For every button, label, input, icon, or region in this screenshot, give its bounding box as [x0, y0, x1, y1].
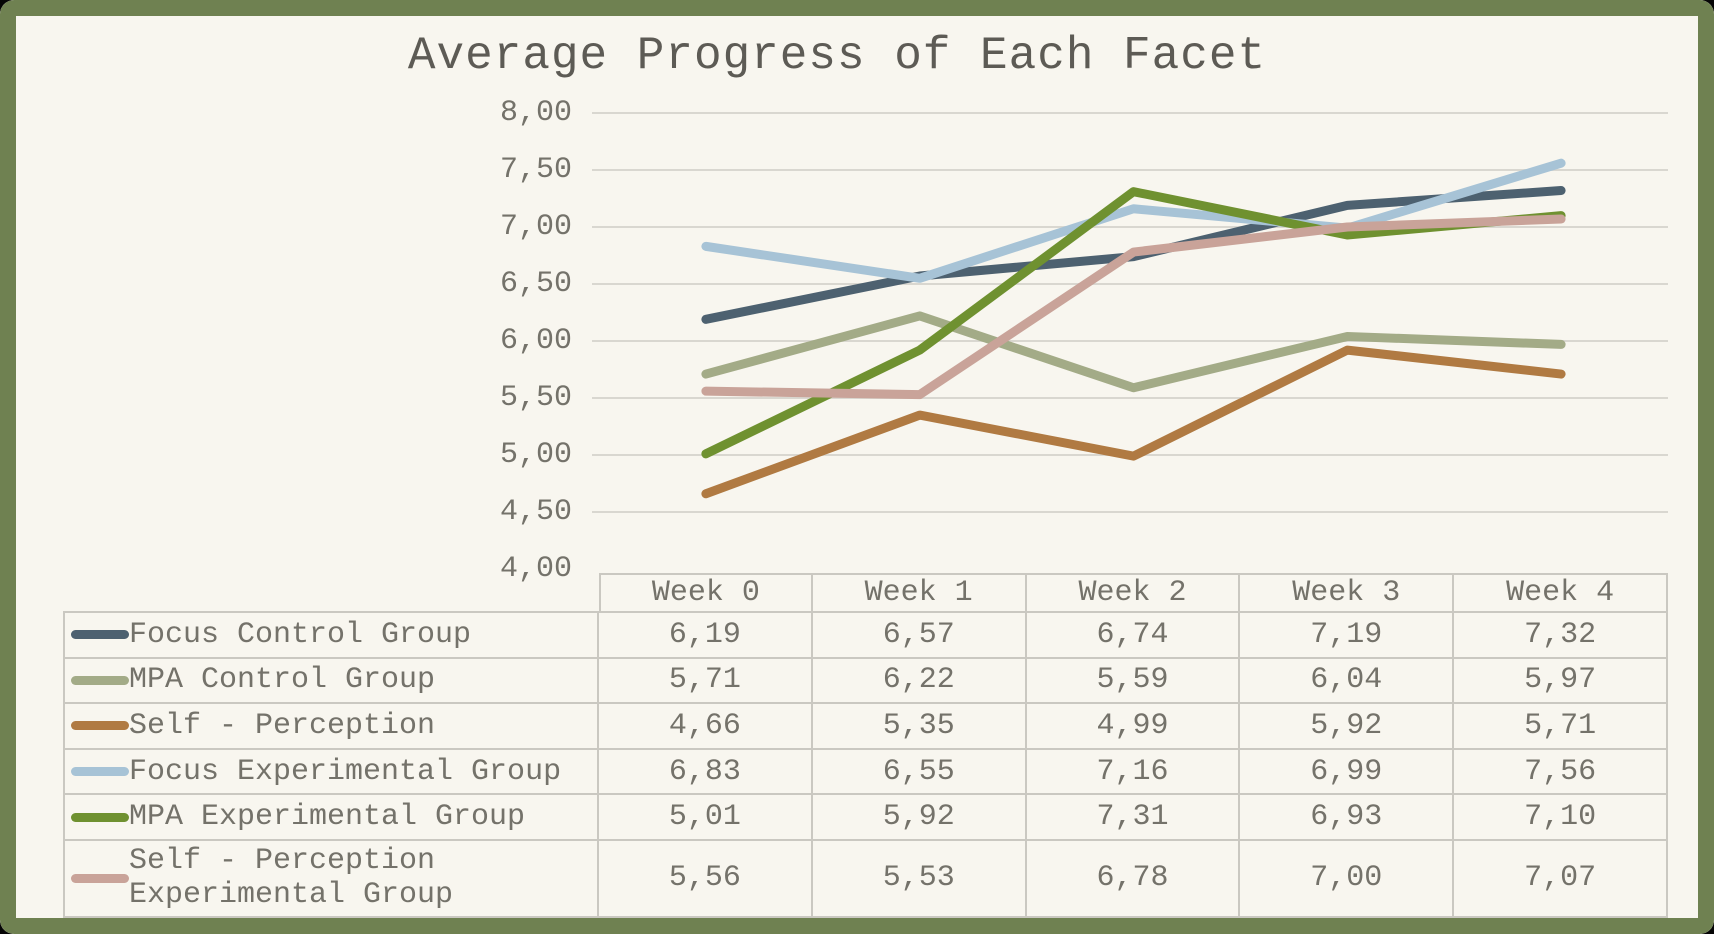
- table-row-legend-cell: Focus Experimental Group: [63, 749, 599, 796]
- value-cell: 4,99: [1026, 704, 1241, 750]
- table-row-legend-cell: Focus Control Group: [63, 613, 599, 659]
- series-line: [701, 187, 1566, 459]
- value-cell: 7,00: [1240, 840, 1455, 918]
- legend-swatch: [71, 873, 129, 883]
- value-cell: 7,19: [1240, 613, 1455, 659]
- table-row-legend-cell: MPA Experimental Group: [63, 795, 599, 841]
- series-line: [701, 345, 1566, 499]
- value-cell: 5,71: [599, 658, 813, 705]
- value-cell: 5,71: [1454, 704, 1668, 750]
- series-line: [701, 214, 1566, 400]
- value-cell: 5,53: [812, 840, 1027, 918]
- table-row-legend-cell: MPA Control Group: [63, 658, 599, 705]
- value-cell: 6,93: [1240, 795, 1455, 841]
- legend-swatch: [71, 767, 129, 777]
- value-cell: 5,35: [812, 704, 1027, 750]
- value-cell: 6,74: [1026, 613, 1241, 659]
- table-row-legend-cell: Self - Perception: [63, 704, 599, 750]
- value-cell: 6,55: [812, 749, 1027, 796]
- value-cell: 5,92: [1240, 704, 1455, 750]
- value-cell: 6,83: [599, 749, 813, 796]
- value-cell: 5,92: [812, 795, 1027, 841]
- series-label: Focus Experimental Group: [129, 754, 562, 789]
- value-cell: 7,32: [1454, 613, 1668, 659]
- value-cell: 4,66: [599, 704, 813, 750]
- value-cell: 5,59: [1026, 658, 1241, 705]
- value-cell: 5,01: [599, 795, 813, 841]
- value-cell: 7,56: [1454, 749, 1668, 796]
- value-cell: 7,07: [1454, 840, 1668, 918]
- value-cell: 6,78: [1026, 840, 1241, 918]
- legend-swatch: [71, 675, 129, 685]
- value-cell: 6,22: [812, 658, 1027, 705]
- series-label: Self - Perception: [129, 708, 436, 743]
- value-cell: 5,97: [1454, 658, 1668, 705]
- series-label: MPA Experimental Group: [129, 800, 526, 835]
- table-header-cell: Week 2: [1026, 573, 1241, 613]
- series-line: [701, 158, 1566, 283]
- value-cell: 6,04: [1240, 658, 1455, 705]
- value-cell: 7,31: [1026, 795, 1241, 841]
- table-header-cell: Week 3: [1240, 573, 1455, 613]
- series-label: Focus Control Group: [129, 617, 472, 652]
- value-cell: 6,99: [1240, 749, 1455, 796]
- legend-swatch: [71, 630, 129, 640]
- value-cell: 7,10: [1454, 795, 1668, 841]
- table-header-cell: Week 1: [812, 573, 1027, 613]
- table-corner-cell: [63, 573, 599, 613]
- data-table: Week 0 Week 1 Week 2 Week 3 Week 4 Focus Cont…: [63, 573, 1668, 918]
- chart-title: Average Progress of Each Facet: [407, 30, 1267, 82]
- value-cell: 7,16: [1026, 749, 1241, 796]
- series-label: Self - Perception Experimental Group: [129, 844, 454, 913]
- value-cell: 6,57: [812, 613, 1027, 659]
- table-header-cell: Week 4: [1454, 573, 1668, 613]
- series-line: [701, 311, 1566, 393]
- value-cell: 5,56: [599, 840, 813, 918]
- series-label: MPA Control Group: [129, 663, 436, 698]
- legend-swatch: [71, 721, 129, 731]
- value-cell: 6,19: [599, 613, 813, 659]
- legend-swatch: [71, 812, 129, 822]
- table-row-legend-cell: Self - Perception Experimental Group: [63, 840, 599, 918]
- table-header-cell: Week 0: [599, 573, 813, 613]
